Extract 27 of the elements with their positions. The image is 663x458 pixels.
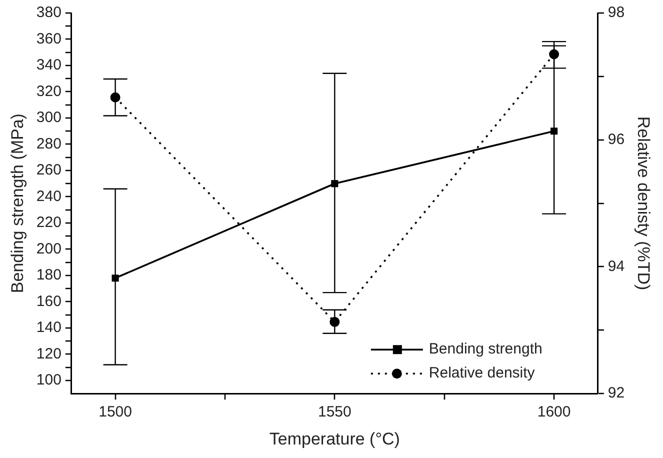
y-tick-label: 380 — [36, 4, 62, 22]
y2-tick-label: 92 — [608, 384, 625, 402]
y-tick-label: 180 — [36, 266, 62, 284]
y-tick-label: 100 — [36, 372, 62, 389]
legend-label: Relative density — [428, 364, 536, 382]
y-tick-label: 140 — [36, 319, 62, 336]
y-tick-label: 200 — [36, 240, 62, 258]
x-tick-label: 1550 — [318, 404, 352, 421]
y2-tick-label: 98 — [608, 4, 625, 22]
y2-axis-title: Relative denisty (%TD) — [634, 116, 654, 290]
x-tick-label: 1500 — [98, 404, 132, 421]
x-tick-label: 1600 — [537, 404, 571, 421]
y-tick-label: 320 — [36, 82, 62, 100]
y-tick-label: 360 — [36, 30, 62, 48]
y-tick-label: 160 — [36, 292, 62, 310]
y2-tick-label: 96 — [608, 131, 625, 148]
y-tick-label: 280 — [36, 135, 62, 152]
y-axis-title: Bending strength (MPa) — [8, 114, 27, 294]
x-axis-title: Temperature (°C) — [269, 429, 400, 448]
legend-label: Bending strength — [428, 340, 542, 358]
y-tick-label: 340 — [36, 56, 62, 74]
y-tick-label: 260 — [36, 162, 62, 179]
y2-tick-label: 94 — [608, 258, 625, 275]
y-tick-label: 300 — [36, 109, 62, 126]
y-tick-label: 240 — [36, 188, 62, 205]
y-tick-label: 120 — [36, 345, 62, 362]
y-tick-label: 220 — [36, 214, 62, 232]
